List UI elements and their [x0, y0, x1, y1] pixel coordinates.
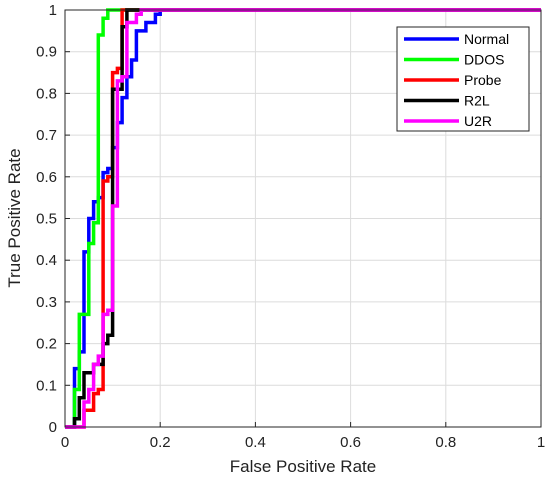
legend-label-u2r: U2R [464, 113, 492, 129]
y-tick-label: 0.7 [36, 127, 57, 144]
x-axis-label: False Positive Rate [230, 457, 376, 476]
x-tick-label: 1 [537, 434, 545, 451]
x-axis-ticks: 0 0.2 0.4 0.6 0.8 1 [61, 422, 545, 451]
series-line-u2r [65, 8, 541, 429]
y-tick-label: 0 [49, 419, 57, 436]
y-tick-label: 0.9 [36, 44, 57, 61]
y-tick-label: 0.2 [36, 336, 57, 353]
y-tick-label: 0.4 [36, 252, 57, 269]
legend: Normal DDOS Probe R2L U2R [396, 26, 530, 132]
y-tick-label: 0.3 [36, 294, 57, 311]
x-tick-label: 0.4 [245, 434, 266, 451]
y-tick-label: 0.1 [36, 377, 57, 394]
y-axis-ticks: 0 0.1 0.2 0.3 0.4 0.5 0.6 0.7 0.8 0.9 1 [36, 2, 70, 436]
grid-lines [64, 9, 542, 428]
y-tick-label: 0.8 [36, 85, 57, 102]
x-tick-label: 0.2 [150, 434, 171, 451]
legend-label-normal: Normal [464, 31, 509, 47]
legend-label-r2l: R2L [464, 93, 490, 109]
series-line-ddos [65, 8, 541, 429]
x-tick-label: 0.6 [340, 434, 361, 451]
series-lines [65, 8, 541, 429]
series-line-probe [65, 8, 541, 429]
y-tick-label: 0.6 [36, 169, 57, 186]
x-tick-label: 0.8 [435, 434, 456, 451]
y-tick-label: 0.5 [36, 211, 57, 228]
y-tick-label: 1 [49, 2, 57, 19]
x-tick-label: 0 [61, 434, 69, 451]
legend-label-ddos: DDOS [464, 52, 504, 68]
y-axis-label: True Positive Rate [5, 148, 24, 287]
legend-label-probe: Probe [464, 72, 502, 88]
